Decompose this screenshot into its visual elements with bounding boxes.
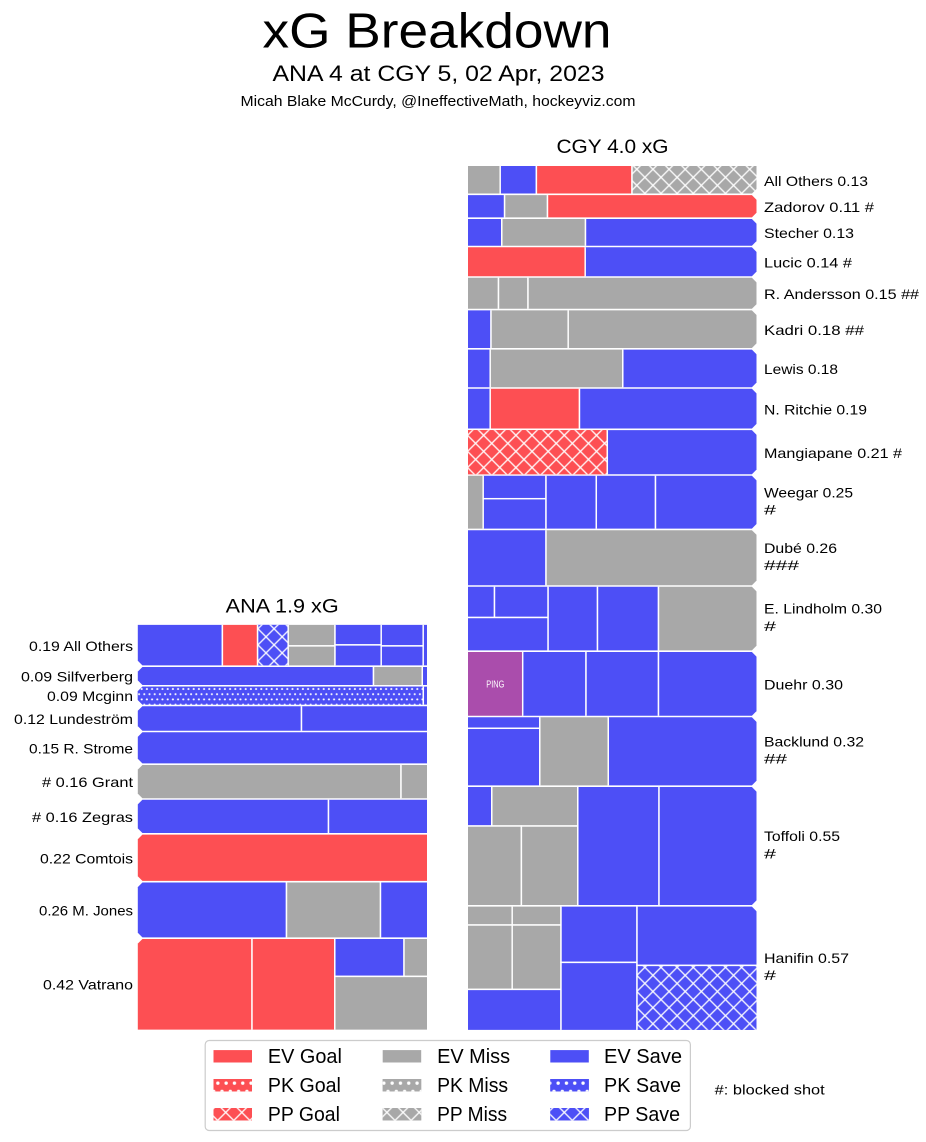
svg-text:Kadri 0.18 ##: Kadri 0.18 ## bbox=[764, 322, 864, 338]
svg-text:Weegar 0.25: Weegar 0.25 bbox=[764, 484, 853, 500]
svg-text:PP Goal: PP Goal bbox=[268, 1104, 340, 1126]
svg-text:xG Breakdown: xG Breakdown bbox=[263, 5, 612, 59]
svg-text:ANA 1.9 xG: ANA 1.9 xG bbox=[226, 597, 339, 618]
svg-text:Micah Blake McCurdy, @Ineffect: Micah Blake McCurdy, @IneffectiveMath, h… bbox=[241, 93, 636, 110]
svg-text:Duehr 0.30: Duehr 0.30 bbox=[764, 677, 843, 693]
svg-text:PP Miss: PP Miss bbox=[437, 1104, 507, 1126]
svg-text:PING: PING bbox=[486, 680, 504, 691]
svg-text:##: ## bbox=[764, 751, 787, 767]
svg-text:0.15 R. Strome: 0.15 R. Strome bbox=[29, 740, 133, 756]
svg-text:All Others 0.13: All Others 0.13 bbox=[764, 173, 868, 189]
svg-text:Toffoli 0.55: Toffoli 0.55 bbox=[764, 828, 840, 844]
svg-text:0.42 Vatrano: 0.42 Vatrano bbox=[43, 977, 133, 993]
svg-text:Hanifin 0.57: Hanifin 0.57 bbox=[764, 950, 849, 966]
svg-text:Mangiapane 0.21 #: Mangiapane 0.21 # bbox=[764, 445, 902, 461]
svg-text:#: # bbox=[764, 618, 776, 634]
svg-text:PP Save: PP Save bbox=[604, 1104, 680, 1126]
svg-text:N. Ritchie 0.19: N. Ritchie 0.19 bbox=[764, 401, 867, 417]
svg-text:PK Miss: PK Miss bbox=[437, 1075, 508, 1097]
svg-text:0.26 M. Jones: 0.26 M. Jones bbox=[39, 903, 133, 919]
svg-text:0.12 Lundeström: 0.12 Lundeström bbox=[14, 711, 133, 727]
svg-text:PK Save: PK Save bbox=[604, 1075, 681, 1097]
svg-text:# 0.16 Grant: # 0.16 Grant bbox=[42, 774, 133, 790]
svg-text:CGY 4.0 xG: CGY 4.0 xG bbox=[557, 137, 669, 158]
svg-text:EV Miss: EV Miss bbox=[437, 1046, 510, 1068]
svg-text:Lewis 0.18: Lewis 0.18 bbox=[764, 361, 838, 377]
svg-text:Stecher 0.13: Stecher 0.13 bbox=[764, 225, 854, 241]
svg-text:Lucic 0.14 #: Lucic 0.14 # bbox=[764, 255, 852, 271]
svg-text:0.22 Comtois: 0.22 Comtois bbox=[40, 850, 133, 866]
svg-text:Zadorov 0.11 #: Zadorov 0.11 # bbox=[764, 199, 874, 215]
svg-text:###: ### bbox=[764, 557, 799, 573]
svg-text:#: # bbox=[764, 502, 776, 518]
svg-text:Backlund 0.32: Backlund 0.32 bbox=[764, 733, 864, 749]
svg-text:0.09 Mcginn: 0.09 Mcginn bbox=[47, 688, 133, 704]
svg-text:0.19 All Others: 0.19 All Others bbox=[29, 638, 133, 654]
svg-text:0.09 Silfverberg: 0.09 Silfverberg bbox=[21, 669, 133, 685]
svg-text:#: # bbox=[764, 967, 776, 983]
svg-text:#: # bbox=[764, 845, 776, 861]
svg-text:PK Goal: PK Goal bbox=[268, 1075, 341, 1097]
svg-text:E. Lindholm 0.30: E. Lindholm 0.30 bbox=[764, 601, 882, 617]
svg-text:#: blocked shot: #: blocked shot bbox=[715, 1081, 825, 1097]
svg-text:Dubé 0.26: Dubé 0.26 bbox=[764, 540, 837, 556]
svg-text:# 0.16 Zegras: # 0.16 Zegras bbox=[32, 809, 133, 825]
svg-text:ANA 4 at CGY 5, 02 Apr, 2023: ANA 4 at CGY 5, 02 Apr, 2023 bbox=[273, 61, 605, 86]
svg-text:EV Save: EV Save bbox=[604, 1046, 682, 1068]
svg-text:EV Goal: EV Goal bbox=[268, 1046, 342, 1068]
svg-text:R. Andersson 0.15 ##: R. Andersson 0.15 ## bbox=[764, 286, 919, 302]
